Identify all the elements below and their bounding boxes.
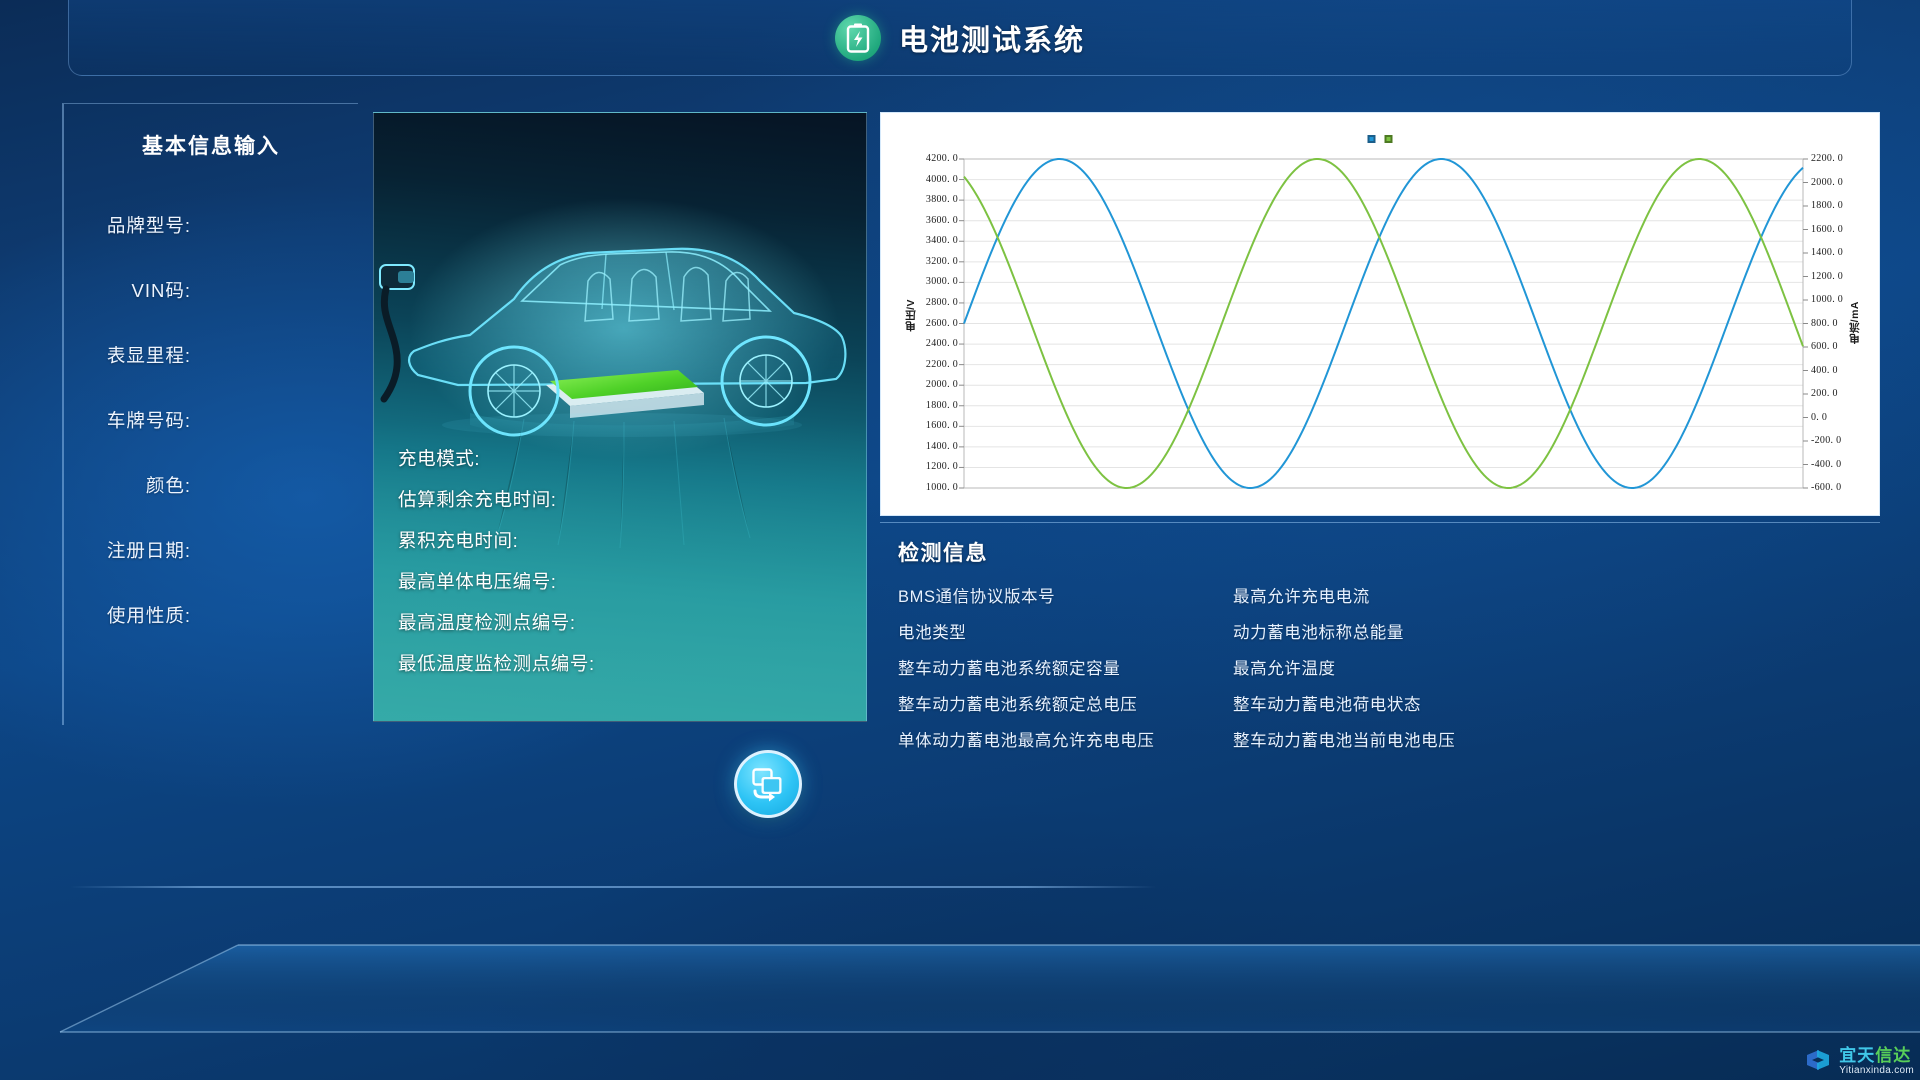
y-tick-right: 2000. 0 <box>1811 176 1844 188</box>
header-frame <box>68 0 1852 76</box>
y-tick-right: 0. 0 <box>1811 411 1828 423</box>
field-min-temp-probe-id[interactable]: 最低温度监检测点编号: <box>398 653 595 674</box>
field-max-cell-voltage-id[interactable]: 最高单体电压编号: <box>398 571 557 592</box>
watermark-logo-icon <box>1807 1050 1830 1070</box>
field-row-mileage[interactable]: 表显里程: <box>64 342 358 407</box>
label-brand-model: 品牌型号: <box>106 215 191 236</box>
switch-view-button[interactable] <box>734 750 802 818</box>
y-tick-left: 4200. 0 <box>925 153 958 164</box>
y-tick-right: 800. 0 <box>1811 317 1838 329</box>
field-estimated-remaining-time[interactable]: 估算剩余充电时间: <box>398 489 557 510</box>
detect-item-bms-protocol-version[interactable]: BMS通信协议版本号 <box>898 588 1056 606</box>
detect-item-battery-type[interactable]: 电池类型 <box>898 624 967 642</box>
watermark-cn-part1: 宜天 <box>1839 1045 1876 1065</box>
detection-info-title: 检测信息 <box>898 542 988 565</box>
watermark-cn-part2: 信达 <box>1875 1045 1912 1065</box>
detect-item-max-allowed-charge-current[interactable]: 最高允许充电电流 <box>1233 588 1370 606</box>
detection-info-panel: 检测信息 BMS通信协议版本号 最高允许充电电流 电池类型 动力蓄电池标称总能量… <box>880 522 1880 750</box>
y-tick-left: 1600. 0 <box>925 420 958 432</box>
field-cumulative-charge-time[interactable]: 累积充电时间: <box>398 530 519 551</box>
y-tick-left: 3600. 0 <box>925 214 958 226</box>
detect-item-rated-total-voltage[interactable]: 整车动力蓄电池系统额定总电压 <box>898 696 1138 714</box>
battery-bolt-icon <box>834 15 881 61</box>
y-tick-left: 2400. 0 <box>925 338 958 350</box>
app-header: 电池测试系统 <box>0 0 1920 76</box>
label-plate-number: 车牌号码: <box>106 410 191 431</box>
electric-car-illustration <box>379 198 847 549</box>
y-tick-right: 400. 0 <box>1811 364 1838 376</box>
field-row-plate-number[interactable]: 车牌号码: <box>64 407 358 472</box>
y-tick-left: 1000. 0 <box>925 482 958 493</box>
detection-info-grid: BMS通信协议版本号 最高允许充电电流 电池类型 动力蓄电池标称总能量 整车动力… <box>898 583 1880 751</box>
y-tick-left: 2600. 0 <box>925 317 958 329</box>
y-tick-right: 600. 0 <box>1811 341 1838 352</box>
y-tick-right: 1600. 0 <box>1811 223 1844 235</box>
basic-info-panel: 基本信息输入 品牌型号: VIN码: 表显里程: 车牌号码: 颜色: 注册日期:… <box>62 103 358 725</box>
y-tick-right: 1000. 0 <box>1811 294 1844 305</box>
legend-swatch-voltage[interactable] <box>1367 135 1376 143</box>
y-tick-left: 1400. 0 <box>925 440 958 452</box>
detect-item-rated-capacity[interactable]: 整车动力蓄电池系统额定容量 <box>898 660 1121 678</box>
chart-legend[interactable] <box>1367 135 1393 143</box>
field-row-color[interactable]: 颜色: <box>64 472 358 537</box>
y-tick-right: 2200. 0 <box>1811 153 1844 164</box>
battery-pack <box>546 370 704 418</box>
label-mileage: 表显里程: <box>106 345 191 366</box>
basic-info-field-list: 品牌型号: VIN码: 表显里程: 车牌号码: 颜色: 注册日期: 使用性质: <box>64 212 358 667</box>
y-axis-label-right: 电流/mA <box>1849 301 1861 345</box>
y-tick-left: 1800. 0 <box>925 399 958 411</box>
legend-swatch-current[interactable] <box>1384 135 1393 143</box>
y-tick-right: 1400. 0 <box>1811 247 1844 258</box>
panel-bottom-fade <box>374 421 866 721</box>
y-tick-left: 3800. 0 <box>925 194 958 206</box>
detect-item-current-battery-voltage[interactable]: 整车动力蓄电池当前电池电压 <box>1233 732 1456 750</box>
label-color: 颜色: <box>145 475 191 496</box>
y-tick-left: 3200. 0 <box>925 255 958 267</box>
y-tick-left: 3000. 0 <box>925 276 958 288</box>
field-row-brand-model[interactable]: 品牌型号: <box>64 212 358 277</box>
field-max-temp-probe-id[interactable]: 最高温度检测点编号: <box>398 612 576 633</box>
label-vin: VIN码: <box>131 280 191 301</box>
platform-top-line <box>70 886 1156 888</box>
label-usage-type: 使用性质: <box>106 605 191 626</box>
y-tick-right: 200. 0 <box>1811 388 1838 399</box>
y-tick-left: 2800. 0 <box>925 296 958 308</box>
y-tick-right: -600. 0 <box>1811 482 1842 493</box>
basic-info-heading: 基本信息输入 <box>142 135 280 158</box>
y-tick-left: 2200. 0 <box>925 358 958 370</box>
wheel-rear <box>720 335 812 427</box>
detect-item-nominal-total-energy[interactable]: 动力蓄电池标称总能量 <box>1233 624 1404 642</box>
watermark: 宜天信达 Yitianxinda.com <box>1803 1046 1914 1076</box>
y-tick-right: 1800. 0 <box>1811 200 1844 211</box>
y-tick-left: 3400. 0 <box>925 235 958 247</box>
watermark-en: Yitianxinda.com <box>1839 1064 1914 1076</box>
watermark-text: 宜天信达 Yitianxinda.com <box>1839 1047 1914 1076</box>
field-row-vin[interactable]: VIN码: <box>64 277 358 342</box>
chart-curves <box>959 158 1808 489</box>
label-register-date: 注册日期: <box>106 540 191 561</box>
y-tick-right: -200. 0 <box>1811 435 1842 446</box>
platform-graphic <box>0 890 1920 1080</box>
detect-item-cell-max-charge-voltage[interactable]: 单体动力蓄电池最高允许充电电压 <box>898 732 1155 750</box>
detect-item-state-of-charge[interactable]: 整车动力蓄电池荷电状态 <box>1233 696 1422 714</box>
y-tick-left: 1200. 0 <box>925 461 958 473</box>
field-charge-mode[interactable]: 充电模式: <box>398 448 481 469</box>
y-tick-right: -400. 0 <box>1811 458 1842 470</box>
page-title: 电池测试系统 <box>898 25 1085 57</box>
charging-connector-icon <box>379 264 415 403</box>
detect-item-max-allowed-temperature[interactable]: 最高允许温度 <box>1233 660 1336 678</box>
vehicle-visual-panel: 充电模式: 估算剩余充电时间: 累积充电时间: 最高单体电压编号: 最高温度检测… <box>373 112 867 722</box>
field-row-register-date[interactable]: 注册日期: <box>64 537 358 602</box>
charging-field-list: 充电模式: 估算剩余充电时间: 累积充电时间: 最高单体电压编号: 最高温度检测… <box>398 445 595 691</box>
y-tick-left: 4000. 0 <box>925 173 958 185</box>
y-tick-left: 2000. 0 <box>925 379 958 391</box>
y-tick-right: 1200. 0 <box>1811 270 1844 282</box>
field-row-usage-type[interactable]: 使用性质: <box>64 602 358 667</box>
